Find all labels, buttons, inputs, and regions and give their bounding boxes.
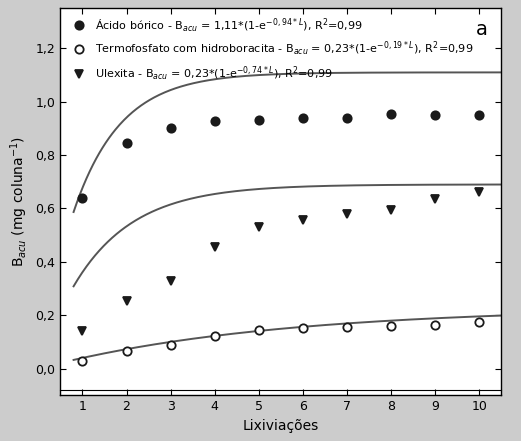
Y-axis label: B$_{acu}$ (mg coluna$^{-1}$): B$_{acu}$ (mg coluna$^{-1}$) xyxy=(8,136,30,267)
Text: a: a xyxy=(476,20,488,39)
Legend: Ácido bórico - B$_{acu}$ = 1,11*(1-e$^{-0,94*L}$), R$^2$=0,99, Termofosfato com : Ácido bórico - B$_{acu}$ = 1,11*(1-e$^{-… xyxy=(66,14,476,85)
X-axis label: Lixiviações: Lixiviações xyxy=(243,419,319,433)
